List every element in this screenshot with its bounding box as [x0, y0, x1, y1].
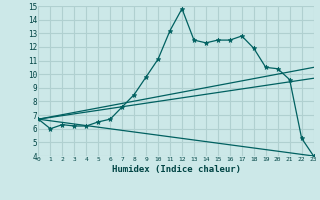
X-axis label: Humidex (Indice chaleur): Humidex (Indice chaleur)	[111, 165, 241, 174]
